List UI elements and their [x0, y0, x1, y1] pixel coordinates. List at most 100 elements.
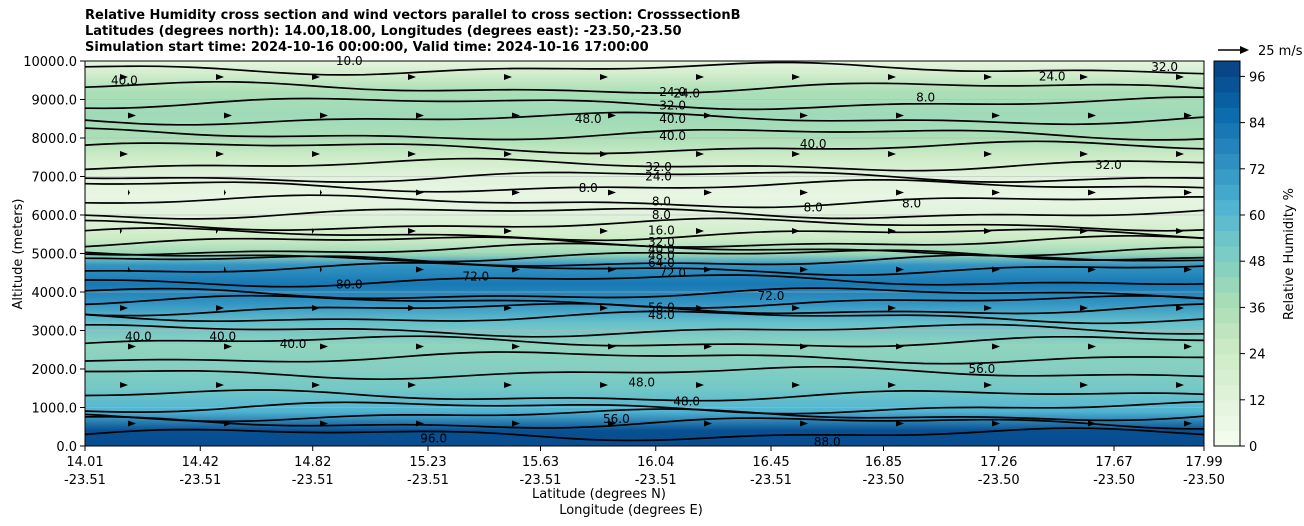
wind-vector	[1080, 151, 1088, 157]
wind-vector	[1080, 74, 1088, 80]
contour-line	[85, 249, 1204, 263]
wind-vector	[1176, 74, 1184, 80]
contour-label: 48.0	[648, 308, 675, 322]
wind-vector	[1184, 189, 1192, 196]
x-tick-label-lon: -23.50	[863, 473, 905, 488]
x-tick-label-lat: 16.04	[637, 455, 674, 470]
contour-line	[85, 323, 1204, 338]
wind-vector	[512, 266, 520, 273]
contour-line	[85, 408, 1204, 423]
x-tick-label-lat: 15.23	[409, 455, 446, 470]
wind-vector	[216, 151, 224, 157]
x-tick-label-lon: -23.51	[635, 473, 677, 488]
wind-vector	[608, 343, 616, 350]
colorbar-band	[1214, 261, 1240, 278]
y-tick-label: 3000.0	[32, 325, 78, 340]
wind-vector	[792, 459, 800, 465]
contour-label: 40.0	[125, 329, 152, 343]
x-tick-label-lat: 16.85	[865, 455, 902, 470]
contour-line	[85, 127, 1204, 141]
wind-vector	[704, 189, 712, 196]
colorbar: 0 12 24 36 48 60 72 84 96	[1213, 60, 1266, 455]
y-tick-label: 2000.0	[32, 363, 78, 378]
wind-vector	[704, 266, 712, 273]
wind-vector	[128, 343, 136, 350]
wind-vector	[696, 151, 704, 157]
wind-vector	[216, 305, 224, 311]
wind-vector	[504, 305, 512, 311]
wind-vector	[1176, 305, 1184, 311]
wind-vector	[600, 74, 608, 80]
wind-vector	[128, 420, 136, 427]
x-tick-label-lon: -23.51	[750, 473, 792, 488]
wind-vector	[320, 420, 328, 427]
wind-vector	[120, 382, 128, 388]
wind-vector	[600, 305, 608, 311]
wind-vector	[1080, 382, 1088, 388]
contour-label: 24.0	[673, 87, 700, 101]
wind-vector	[1184, 112, 1192, 119]
wind-vector	[416, 420, 424, 427]
wind-vector	[992, 112, 1000, 119]
contour-label: 48.0	[648, 248, 675, 262]
wind-vector	[888, 305, 896, 311]
wind-vector	[416, 343, 424, 350]
wind-vector	[416, 189, 424, 196]
contour-label: 40.0	[111, 73, 138, 87]
wind-vector	[408, 74, 416, 80]
contour-label: 40.0	[280, 337, 307, 351]
wind-vector	[120, 228, 122, 234]
wind-vector	[992, 343, 1000, 350]
contour-label: 48.0	[673, 395, 700, 409]
x-axis: 14.01 -23.51 14.42 -23.51 14.82 -23.51 15.23 -2…	[64, 446, 1225, 488]
wind-vector	[504, 459, 512, 465]
wind-vector	[608, 112, 616, 119]
wind-vector	[1184, 266, 1192, 273]
colorbar-band	[1214, 338, 1240, 355]
wind-vector	[416, 266, 424, 273]
contour-label: 56.0	[648, 300, 675, 314]
wind-vector	[984, 228, 992, 234]
x-tick-label-lat: 17.99	[1185, 455, 1222, 470]
colorbar-tick-label: 48	[1249, 255, 1266, 270]
contour-line	[85, 415, 1204, 430]
wind-vector	[120, 74, 128, 80]
colorbar-label: Relative Humidity %	[1282, 188, 1297, 320]
contour-line	[85, 207, 1204, 220]
wind-vector	[800, 420, 808, 427]
contour-line	[85, 400, 1204, 415]
wind-vector	[984, 74, 992, 80]
wind-vector	[128, 189, 130, 196]
wind-vector	[312, 228, 314, 234]
wind-vector	[504, 228, 512, 234]
wind-vector	[416, 112, 424, 119]
wind-vector	[704, 112, 712, 119]
contour-label: 8.0	[652, 195, 671, 209]
contour-line	[85, 294, 1204, 309]
contour-line	[85, 171, 1204, 183]
contour-line	[85, 140, 1204, 155]
wind-vector	[704, 343, 712, 350]
wind-vector	[408, 151, 416, 157]
wind-vector	[1080, 459, 1088, 465]
x-axis-title-latitude: Latitude (degrees N)	[532, 487, 666, 502]
wind-vectors	[120, 74, 1192, 465]
wind-vector	[992, 420, 1000, 427]
wind-vector	[224, 420, 232, 427]
plot-area: 24.024.032.040.040.048.040.032.024.08.08…	[84, 54, 1205, 465]
x-tick-label-lon: -23.51	[64, 473, 106, 488]
wind-vector	[608, 420, 616, 427]
wind-vector	[600, 382, 608, 388]
y-axis-title: Altitude (meters)	[11, 199, 26, 310]
colorbar-band	[1214, 399, 1240, 416]
x-tick-label-lon: -23.51	[179, 473, 221, 488]
contour-label: 40.0	[209, 329, 236, 343]
contour-line	[85, 217, 1204, 232]
wind-vector	[896, 420, 904, 427]
wind-vector	[320, 189, 322, 196]
colorbar-band	[1214, 138, 1240, 154]
colorbar-tick-label: 12	[1249, 394, 1266, 409]
colorbar-band	[1214, 91, 1240, 108]
contour-line	[85, 157, 1204, 172]
